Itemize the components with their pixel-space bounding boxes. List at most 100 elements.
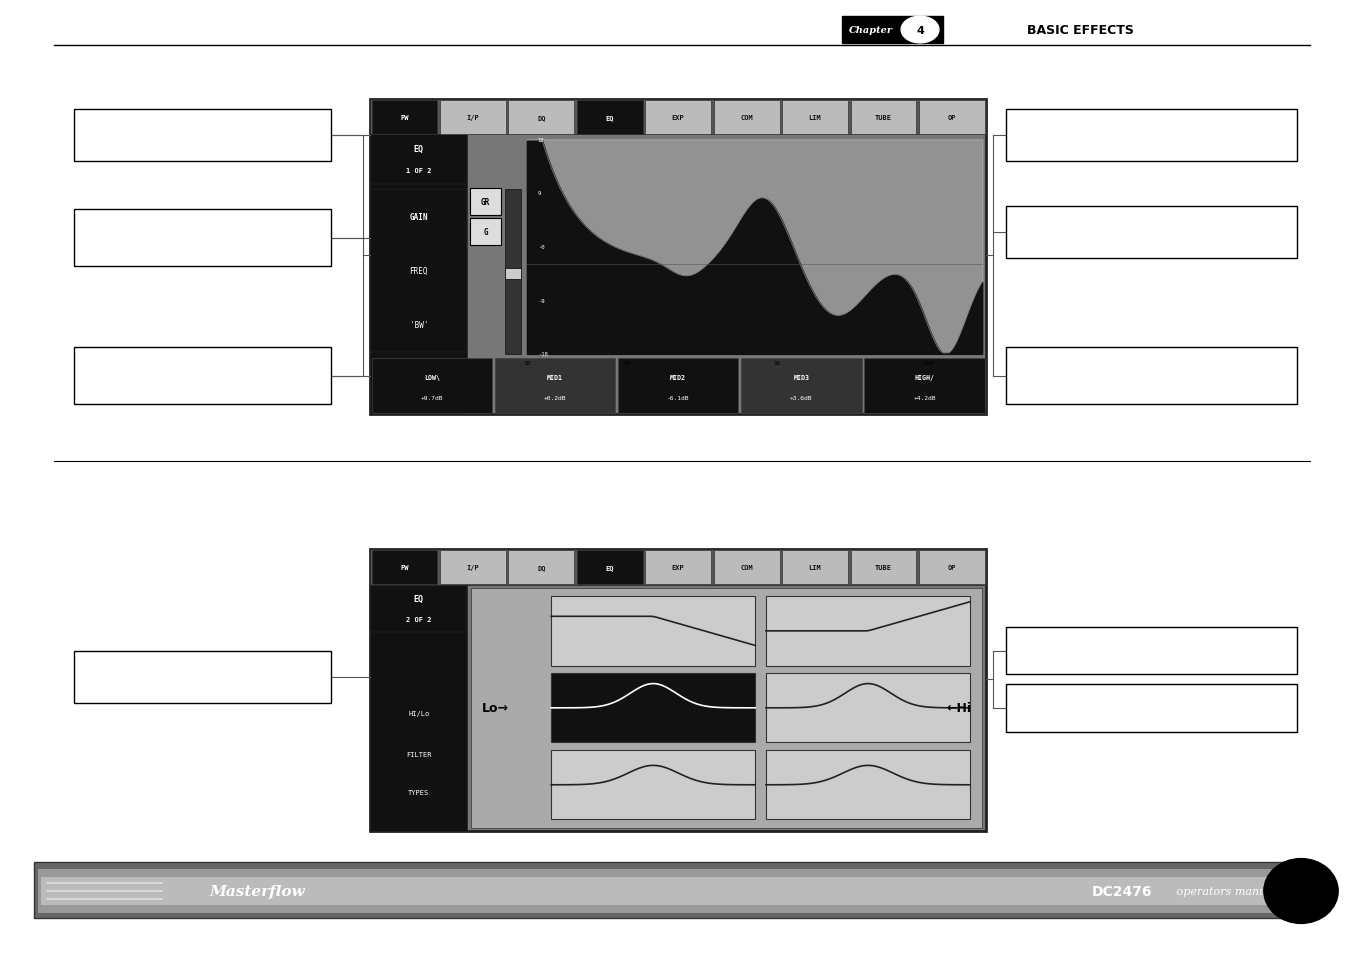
Text: +0.2dB: +0.2dB xyxy=(543,396,566,401)
Text: DQ: DQ xyxy=(538,564,546,571)
Text: 64: 64 xyxy=(623,360,631,365)
Text: EQ: EQ xyxy=(413,145,424,153)
Text: HIGH/: HIGH/ xyxy=(915,375,935,380)
Bar xyxy=(370,135,467,185)
Text: 1K: 1K xyxy=(774,360,781,365)
Text: operators manual: operators manual xyxy=(1173,886,1277,896)
Bar xyxy=(440,101,505,134)
Bar xyxy=(919,551,985,584)
Text: OP: OP xyxy=(948,114,957,121)
Bar xyxy=(766,750,970,820)
Text: MID3: MID3 xyxy=(793,375,809,380)
Bar xyxy=(38,869,1313,913)
Text: BASIC EFFECTS: BASIC EFFECTS xyxy=(1027,24,1133,37)
Bar xyxy=(1006,110,1297,162)
Text: +9.7dB: +9.7dB xyxy=(420,396,443,401)
Text: HI/Lo: HI/Lo xyxy=(408,710,430,716)
Bar xyxy=(470,189,501,215)
Text: Chapter: Chapter xyxy=(850,26,893,35)
Text: G: G xyxy=(484,228,488,237)
Text: -9: -9 xyxy=(538,298,544,303)
Bar xyxy=(471,588,982,828)
Text: LOW\: LOW\ xyxy=(424,375,440,380)
Bar xyxy=(1006,348,1297,405)
Bar xyxy=(1006,207,1297,259)
Text: DQ: DQ xyxy=(538,114,546,121)
Bar xyxy=(370,550,986,831)
Bar xyxy=(646,101,711,134)
Bar xyxy=(713,101,780,134)
Bar xyxy=(551,750,755,820)
Bar xyxy=(41,877,1310,905)
Bar xyxy=(370,100,986,135)
Text: DC2476: DC2476 xyxy=(1092,884,1152,898)
Bar xyxy=(551,597,755,666)
Text: MID1: MID1 xyxy=(547,375,563,380)
Text: +4.2dB: +4.2dB xyxy=(913,396,936,401)
Bar xyxy=(1006,684,1297,732)
Bar xyxy=(74,651,331,703)
Text: LIM: LIM xyxy=(809,114,821,121)
Ellipse shape xyxy=(1265,859,1337,923)
Bar xyxy=(494,358,615,414)
Text: EXP: EXP xyxy=(671,114,685,121)
Bar xyxy=(370,585,467,633)
Text: EQ: EQ xyxy=(605,114,613,121)
Text: -0: -0 xyxy=(538,245,544,250)
Bar xyxy=(470,219,501,246)
Text: COM: COM xyxy=(740,564,753,571)
Bar xyxy=(527,140,982,355)
Text: Lo→: Lo→ xyxy=(482,701,509,715)
Bar xyxy=(372,551,438,584)
Text: +3.6dB: +3.6dB xyxy=(790,396,813,401)
Text: TYPES: TYPES xyxy=(408,789,430,796)
Text: GR: GR xyxy=(481,197,490,207)
Bar xyxy=(646,551,711,584)
Bar xyxy=(370,550,986,585)
Bar xyxy=(505,269,521,280)
Bar xyxy=(919,101,985,134)
Text: FILTER: FILTER xyxy=(407,752,431,758)
Text: -6.1dB: -6.1dB xyxy=(667,396,689,401)
Text: EQ: EQ xyxy=(605,564,613,571)
Bar xyxy=(34,862,1317,918)
Text: PW: PW xyxy=(400,114,408,121)
Bar xyxy=(74,348,331,405)
Text: GAIN: GAIN xyxy=(409,213,428,221)
Bar xyxy=(372,358,492,414)
Bar xyxy=(74,210,331,267)
Text: 16K: 16K xyxy=(921,360,934,365)
Text: I/P: I/P xyxy=(466,114,480,121)
Bar xyxy=(766,674,970,742)
Text: 2 OF 2: 2 OF 2 xyxy=(407,617,431,622)
Text: OP: OP xyxy=(948,564,957,571)
Text: FREQ: FREQ xyxy=(409,267,428,275)
Bar xyxy=(508,101,574,134)
Text: EQ: EQ xyxy=(413,594,424,603)
Text: ←Hi: ←Hi xyxy=(946,701,971,715)
Text: 18: 18 xyxy=(538,137,544,143)
Bar xyxy=(74,110,331,162)
Bar xyxy=(842,17,943,44)
Bar xyxy=(370,585,467,831)
Bar xyxy=(766,597,970,666)
Bar xyxy=(865,358,985,414)
Text: 18: 18 xyxy=(523,360,531,365)
Text: COM: COM xyxy=(740,114,753,121)
Text: TUBE: TUBE xyxy=(875,114,892,121)
Text: TUBE: TUBE xyxy=(875,564,892,571)
Bar xyxy=(551,674,755,742)
Bar xyxy=(713,551,780,584)
Bar xyxy=(851,101,916,134)
Text: Masterflow: Masterflow xyxy=(209,884,305,898)
Text: 'BW': 'BW' xyxy=(409,321,428,330)
Text: EXP: EXP xyxy=(671,564,685,571)
Bar xyxy=(742,358,862,414)
Bar xyxy=(370,135,467,415)
Text: I/P: I/P xyxy=(466,564,480,571)
Text: 4: 4 xyxy=(916,26,924,35)
Text: -18: -18 xyxy=(538,352,547,357)
Bar xyxy=(577,101,643,134)
Bar xyxy=(440,551,505,584)
Text: LIM: LIM xyxy=(809,564,821,571)
